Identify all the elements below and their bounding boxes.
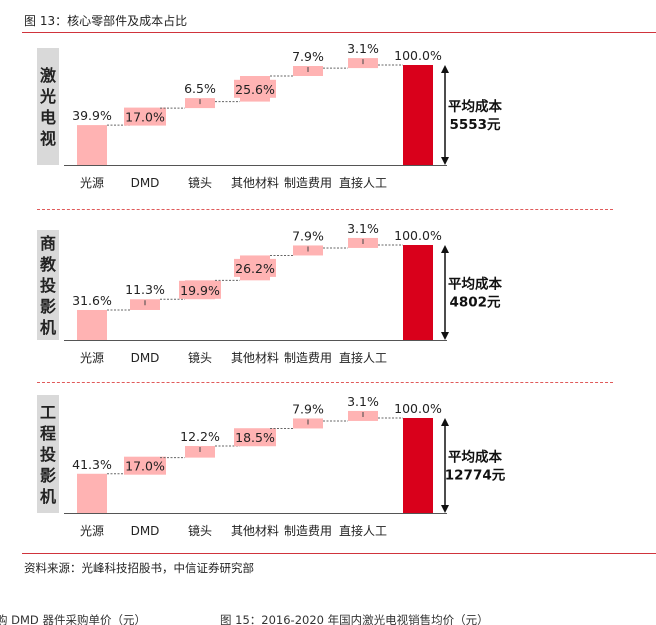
category-label: 制造费用: [284, 176, 332, 190]
value-label: 31.6%: [72, 293, 112, 308]
arrow-down-icon: [441, 157, 449, 165]
value-label: 41.3%: [72, 457, 112, 472]
value-label: 7.9%: [292, 228, 324, 243]
value-label-box: [179, 280, 221, 299]
category-label: 镜头: [188, 175, 212, 190]
category-label: 镜头: [188, 350, 212, 365]
avg-cost-title: 平均成本: [448, 449, 502, 466]
arrow-down-icon: [441, 505, 449, 513]
category-label: 制造费用: [284, 524, 332, 538]
category-label: 直接人工: [339, 350, 387, 365]
bar-total: [403, 65, 433, 165]
value-label: 17.0%: [125, 110, 165, 125]
value-label: 6.5%: [184, 81, 216, 96]
next-figure-caption-left: 购 DMD 器件采购单价（元）: [0, 613, 146, 625]
value-label-box: [124, 107, 166, 126]
category-label: 直接人工: [339, 175, 387, 190]
source-note: 资料来源：光峰科技招股书，中信证券研究部: [24, 561, 254, 575]
next-figure-caption-right: 图 15：2016-2020 年国内激光电视销售均价（元）: [220, 613, 489, 625]
source-rule: [22, 553, 656, 554]
value-label-box: [124, 456, 166, 475]
value-label: 7.9%: [292, 49, 324, 64]
title-rule: [22, 32, 656, 33]
value-label: 26.2%: [235, 261, 275, 276]
value-label-box: [234, 79, 276, 98]
group-label: 商教投影机: [40, 233, 57, 337]
chart-business-projector: 31.6% 光源 11.3% DMD 19.9% 镜头 26.2% 其他材料 7.9% 制造费用 3…: [64, 221, 502, 365]
arrow-up-icon: [441, 65, 449, 73]
arrow-down-icon: [441, 332, 449, 340]
value-label: 3.1%: [347, 394, 379, 409]
category-label: 光源: [80, 524, 104, 538]
value-label: 19.9%: [180, 283, 220, 298]
avg-cost-title: 平均成本: [448, 276, 502, 293]
group-label: 激光电视: [40, 65, 57, 148]
section-divider: [37, 209, 613, 210]
category-label: 其他材料: [231, 351, 279, 365]
chart-laser-tv: 39.9% 光源 17.0% DMD 6.5% 镜头 25.6% 其他材料 7.9% 制造费用 3.…: [64, 41, 502, 190]
value-label-box: [234, 258, 276, 277]
arrow-up-icon: [441, 418, 449, 426]
category-label: 光源: [80, 351, 104, 365]
avg-cost-value: 5553元: [449, 117, 501, 133]
arrow-up-icon: [441, 245, 449, 253]
value-label: 3.1%: [347, 41, 379, 56]
total-label: 100.0%: [394, 401, 442, 416]
bar-total: [403, 418, 433, 513]
total-label: 100.0%: [394, 48, 442, 63]
value-label: 7.9%: [292, 401, 324, 416]
value-label: 18.5%: [235, 430, 275, 445]
avg-cost-title: 平均成本: [448, 98, 502, 115]
value-label: 25.6%: [235, 82, 275, 97]
total-label: 100.0%: [394, 228, 442, 243]
category-label: 其他材料: [231, 176, 279, 190]
value-label: 12.2%: [180, 429, 220, 444]
category-label: DMD: [131, 351, 160, 365]
category-label: 镜头: [188, 523, 212, 538]
category-label: 直接人工: [339, 523, 387, 538]
group-label-box: 工程投影机: [37, 395, 59, 513]
figure-title: 图 13：核心零部件及成本占比: [24, 14, 188, 28]
group-label: 工程投影机: [40, 402, 57, 506]
avg-cost-value: 4802元: [449, 295, 501, 311]
bar-光源: [77, 473, 107, 513]
category-label: DMD: [131, 524, 160, 538]
group-label-box: 激光电视: [37, 48, 59, 165]
value-label: 39.9%: [72, 108, 112, 123]
chart-engineering-projector: 41.3% 光源 17.0% DMD 12.2% 镜头 18.5% 其他材料 7.9% 制造费用 3…: [64, 394, 506, 538]
value-label: 3.1%: [347, 221, 379, 236]
value-label: 11.3%: [125, 282, 165, 297]
avg-cost-value: 12774元: [445, 468, 506, 484]
value-label: 17.0%: [125, 459, 165, 474]
bar-total: [403, 245, 433, 340]
bar-光源: [77, 125, 107, 165]
bar-光源: [77, 309, 107, 340]
category-label: 制造费用: [284, 351, 332, 365]
category-label: 其他材料: [231, 524, 279, 538]
value-label-box: [234, 428, 276, 447]
category-label: DMD: [131, 176, 160, 190]
section-divider: [37, 382, 613, 383]
group-label-box: 商教投影机: [37, 230, 59, 340]
category-label: 光源: [80, 176, 104, 190]
